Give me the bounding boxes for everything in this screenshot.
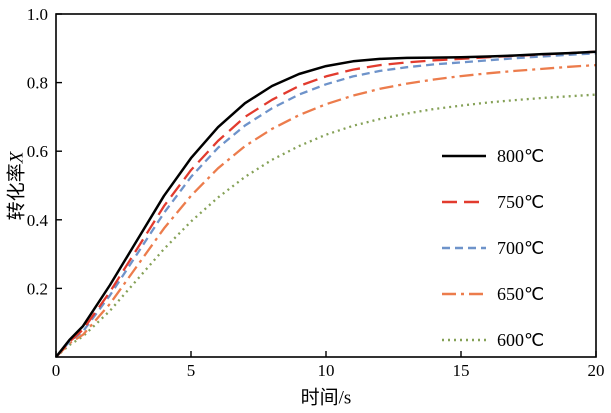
- y-axis-title-text: 转化率: [6, 163, 28, 221]
- x-tick-label: 15: [453, 361, 470, 380]
- x-tick-label: 0: [52, 361, 61, 380]
- series-line-800℃: [55, 50, 597, 358]
- legend-line-sample-750: [442, 200, 486, 204]
- y-tick-label: 0.8: [27, 74, 48, 93]
- legend-line-sample-650: [442, 292, 486, 296]
- legend-line-sample-600: [442, 338, 486, 342]
- legend-line-sample-800: [442, 154, 486, 158]
- x-tick-label: 20: [588, 361, 605, 380]
- x-tick-label: 10: [318, 361, 335, 380]
- legend-label: 600℃: [497, 329, 545, 350]
- legend: 800℃ 750℃ 700℃ 650℃ 600℃: [441, 133, 544, 363]
- legend-item-600: 600℃: [441, 317, 544, 363]
- y-tick-label: 0.4: [27, 211, 49, 230]
- legend-item-750: 750℃: [441, 179, 544, 225]
- y-tick-label: 1.0: [27, 5, 48, 24]
- legend-label: 650℃: [497, 283, 545, 304]
- legend-label: 800℃: [497, 145, 545, 166]
- legend-line-sample-700: [442, 246, 486, 250]
- series-line-700℃: [55, 52, 597, 358]
- legend-label: 700℃: [497, 237, 545, 258]
- y-tick-label: 0.6: [27, 142, 48, 161]
- y-axis-title: 转化率X: [2, 152, 29, 221]
- legend-item-650: 650℃: [441, 271, 544, 317]
- series-line-650℃: [55, 63, 597, 358]
- x-tick-label: 5: [187, 361, 196, 380]
- y-tick-label: 0.2: [27, 279, 48, 298]
- x-axis-title: 时间/s: [301, 383, 352, 410]
- x-axis-title-text: 时间/s: [300, 387, 352, 409]
- series-line-600℃: [55, 93, 597, 358]
- legend-label: 750℃: [497, 191, 545, 212]
- y-axis-title-variable: X: [6, 151, 28, 164]
- legend-item-800: 800℃: [441, 133, 544, 179]
- legend-item-700: 700℃: [441, 225, 544, 271]
